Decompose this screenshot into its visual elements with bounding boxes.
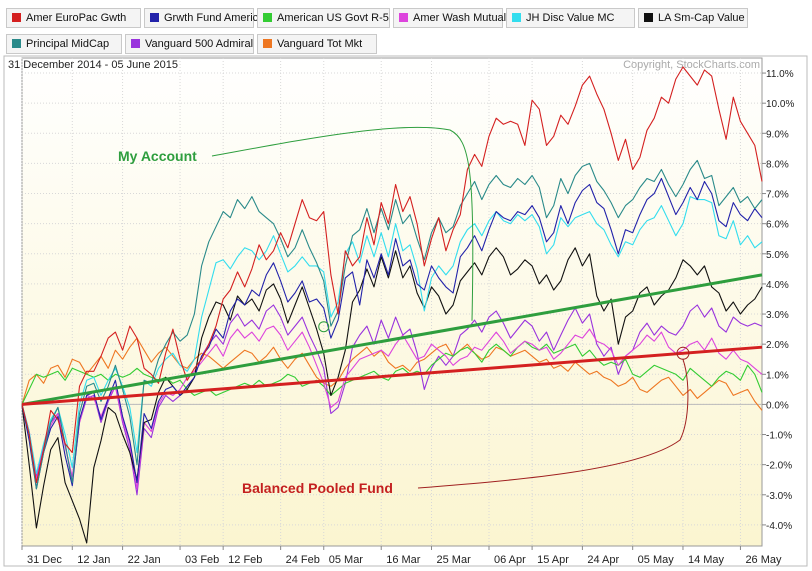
y-tick-label: 5.0%: [766, 250, 789, 261]
y-tick-label: 7.0%: [766, 190, 789, 201]
legend-item-american-us-govt-r-5[interactable]: American US Govt R-5: [257, 8, 390, 28]
x-tick-label: 24 Feb: [286, 554, 320, 566]
trendline-balanced-fund: [21, 345, 763, 406]
date-range: 31 December 2014 - 05 June 2015: [8, 59, 178, 71]
y-tick-label: 1.0%: [766, 370, 789, 381]
x-tick-label: 24 Apr: [587, 554, 619, 566]
y-tick-label: -3.0%: [766, 491, 792, 502]
legend-item-vanguard-tot-mkt[interactable]: Vanguard Tot Mkt: [257, 34, 377, 54]
series-line-grwth-fund-america: [21, 177, 763, 490]
y-tick-label: 4.0%: [766, 280, 789, 291]
series-line-principal-midcap: [21, 159, 763, 490]
legend-label: American US Govt R-5: [277, 12, 389, 24]
y-tick-label: 3.0%: [766, 310, 789, 321]
series-line-vanguard-500-admiral: [21, 304, 763, 496]
y-tick-label: -1.0%: [766, 431, 792, 442]
y-tick-label: -4.0%: [766, 521, 792, 532]
legend-swatch: [12, 39, 21, 48]
x-tick-label: 12 Feb: [228, 554, 262, 566]
legend-swatch: [263, 39, 272, 48]
legend-item-vanguard-500-admiral[interactable]: Vanguard 500 Admiral: [125, 34, 254, 54]
y-tick-label: 8.0%: [766, 159, 789, 170]
annotation-my-account: My Account: [118, 148, 197, 164]
x-tick-label: 16 Mar: [386, 554, 421, 566]
x-tick-label: 26 May: [745, 554, 782, 566]
legend-label: Amer Wash Mutual: [413, 12, 507, 24]
x-tick-label: 15 Apr: [537, 554, 569, 566]
trendline-my-account: [21, 273, 763, 406]
y-tick-label: 9.0%: [766, 129, 789, 140]
annotation-callout-line: [211, 126, 474, 321]
annotation-balanced-fund: Balanced Pooled Fund: [242, 480, 393, 496]
legend-swatch: [644, 13, 653, 22]
legend-item-amer-wash-mutual[interactable]: Amer Wash Mutual: [393, 8, 507, 28]
legend-label: LA Sm-Cap Value: [658, 12, 745, 24]
legend-label: Vanguard 500 Admiral: [145, 38, 254, 50]
series-line-vanguard-tot-mkt: [21, 337, 763, 411]
x-tick-label: 03 Feb: [185, 554, 219, 566]
x-tick-label: 31 Dec: [27, 554, 62, 566]
legend-label: JH Disc Value MC: [526, 12, 615, 24]
y-tick-label: 0.0%: [766, 400, 789, 411]
legend-swatch: [150, 13, 159, 22]
legend-swatch: [512, 13, 521, 22]
y-tick-label: 11.0%: [766, 69, 794, 80]
y-tick-label: -2.0%: [766, 461, 792, 472]
legend-item-amer-europac-gwth[interactable]: Amer EuroPac Gwth: [6, 8, 141, 28]
y-tick-label: 6.0%: [766, 220, 789, 231]
legend-item-jh-disc-value-mc[interactable]: JH Disc Value MC: [506, 8, 635, 28]
legend-swatch: [263, 13, 272, 22]
x-tick-label: 06 Apr: [494, 554, 526, 566]
x-tick-label: 12 Jan: [77, 554, 110, 566]
x-tick-label: 05 Mar: [329, 554, 364, 566]
legend-label: Vanguard Tot Mkt: [277, 38, 363, 50]
copyright: Copyright, StockCharts.com: [623, 59, 760, 71]
y-tick-label: 2.0%: [766, 340, 789, 351]
legend-item-la-sm-cap-value[interactable]: LA Sm-Cap Value: [638, 8, 748, 28]
annotation-circle: [318, 321, 330, 333]
y-tick-label: 10.0%: [766, 99, 794, 110]
legend-swatch: [131, 39, 140, 48]
x-tick-label: 05 May: [638, 554, 675, 566]
annotation-callout-line: [417, 359, 689, 489]
legend-label: Principal MidCap: [26, 38, 110, 50]
legend-item-principal-midcap[interactable]: Principal MidCap: [6, 34, 122, 54]
x-tick-label: 25 Mar: [437, 554, 472, 566]
legend-label: Amer EuroPac Gwth: [26, 12, 127, 24]
series-line-amer-wash-mutual: [21, 325, 763, 490]
legend-label: Grwth Fund America: [164, 12, 265, 24]
x-tick-label: 22 Jan: [128, 554, 161, 566]
x-tick-label: 14 May: [688, 554, 725, 566]
legend-item-grwth-fund-america[interactable]: Grwth Fund America: [144, 8, 264, 28]
legend-swatch: [399, 13, 408, 22]
series-line-amer-europac-gwth: [21, 66, 763, 484]
legend-swatch: [12, 13, 21, 22]
